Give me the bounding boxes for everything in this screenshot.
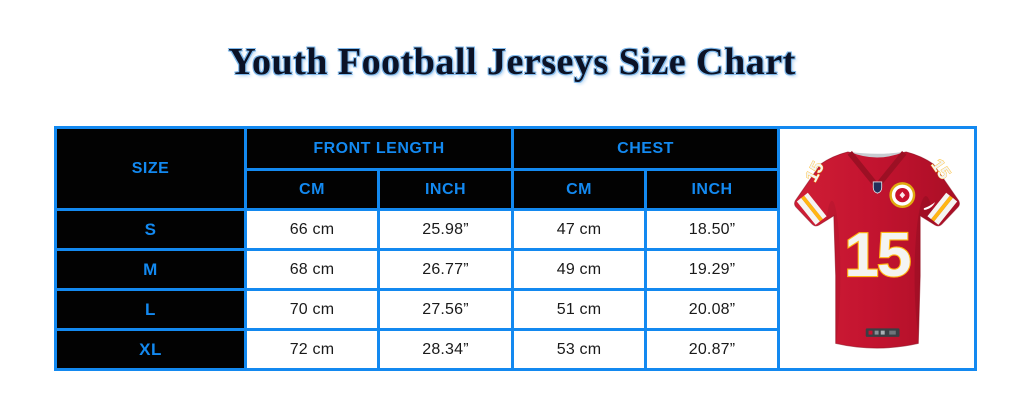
- page-title: Youth Football Jerseys Size Chart: [228, 41, 796, 83]
- jersey-outline: [794, 150, 960, 349]
- chest-cm-cell: 47 cm: [511, 208, 648, 251]
- table-row-m: M 68 cm 26.77” 49 cm 19.29”: [54, 248, 976, 291]
- column-header-front-cm: CM: [244, 168, 380, 211]
- header-row-groups: SIZE FRONT LENGTH CHEST: [54, 126, 978, 371]
- chest-number: 15: [844, 220, 910, 289]
- front-length-cm-cell: 66 cm: [244, 208, 380, 251]
- column-header-front-inch: INCH: [376, 168, 515, 211]
- column-header-size: SIZE: [54, 126, 247, 211]
- collar-inside: [849, 151, 905, 158]
- size-chart-table: SIZE FRONT LENGTH CHEST: [54, 126, 978, 371]
- column-header-chest-inch: INCH: [644, 168, 781, 211]
- size-cell: M: [54, 248, 247, 291]
- chest-inch-cell: 20.08”: [644, 288, 781, 331]
- table-row-s: S 66 cm 25.98” 47 cm 18.50”: [54, 208, 976, 251]
- size-cell: XL: [54, 328, 247, 371]
- left-sleeve-stripes-icon: [796, 192, 827, 225]
- front-length-cm-cell: 70 cm: [244, 288, 380, 331]
- header-row-units: CM INCH CM INCH: [56, 168, 976, 211]
- nfl-shield-icon: [872, 181, 883, 194]
- column-header-chest-cm: CM: [511, 168, 648, 211]
- chest-cm-cell: 53 cm: [511, 328, 648, 371]
- size-cell: L: [54, 288, 247, 331]
- nike-swoosh-icon: [923, 201, 936, 210]
- chest-cm-cell: 49 cm: [511, 248, 648, 291]
- chest-cm-cell: 51 cm: [511, 288, 648, 331]
- chest-inch-cell: 20.87”: [644, 328, 781, 371]
- front-length-inch-cell: 26.77”: [376, 248, 515, 291]
- front-length-cm-cell: 68 cm: [244, 248, 380, 291]
- table-row-l: L 70 cm 27.56” 51 cm 20.08”: [54, 288, 976, 331]
- table-row-xl: XL 72 cm 28.34” 53 cm 20.87”: [54, 328, 976, 371]
- chest-inch-cell: 19.29”: [644, 248, 781, 291]
- jersey-image: 15 15 15: [794, 150, 960, 349]
- jersey-image-cell: 15 15 15: [777, 126, 978, 371]
- right-sleeve-stripes-icon: [927, 192, 958, 225]
- front-length-cm-cell: 72 cm: [244, 328, 380, 371]
- team-patch-icon: [889, 181, 916, 208]
- front-length-inch-cell: 27.56”: [376, 288, 515, 331]
- jock-tag: [865, 327, 900, 337]
- column-header-front-length: FRONT LENGTH: [243, 126, 515, 171]
- column-header-chest: CHEST: [511, 126, 781, 171]
- chest-inch-cell: 18.50”: [644, 208, 781, 251]
- front-length-inch-cell: 25.98”: [376, 208, 515, 251]
- front-length-inch-cell: 28.34”: [376, 328, 515, 371]
- size-cell: S: [54, 208, 247, 251]
